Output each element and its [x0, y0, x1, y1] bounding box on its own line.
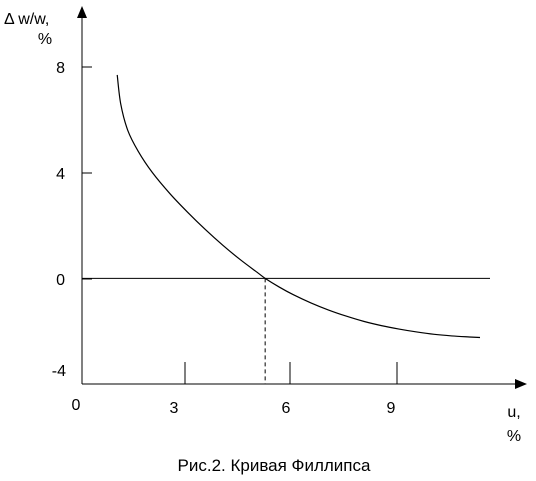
y-tick-label-0: 0	[56, 272, 65, 289]
y-ticks	[82, 66, 92, 280]
x-ticks	[184, 362, 398, 384]
x-axis-label-line2: %	[507, 428, 521, 445]
x-tick-label-9: 9	[387, 400, 396, 417]
x-tick-label-6: 6	[282, 400, 291, 417]
x-axis-arrow-icon	[515, 379, 527, 389]
origin-label: 0	[72, 397, 81, 414]
y-axis-arrow-icon	[77, 6, 87, 18]
plot-area: 8 4 0 -4 0 3 6 9 Δ w/w, % u, %	[4, 6, 527, 445]
y-tick-label-8: 8	[56, 60, 65, 77]
figure-caption: Рис.2. Кривая Филлипса	[178, 456, 371, 475]
phillips-curve-line	[116, 74, 481, 339]
y-axis-label-line1: Δ w/w,	[4, 11, 49, 28]
y-tick-label-4: 4	[56, 166, 65, 183]
x-tick-label-3: 3	[170, 400, 179, 417]
y-tick-label-minus-4: -4	[52, 363, 66, 380]
y-axis-label-line2: %	[38, 31, 52, 48]
x-axis-label-line1: u,	[507, 404, 520, 421]
